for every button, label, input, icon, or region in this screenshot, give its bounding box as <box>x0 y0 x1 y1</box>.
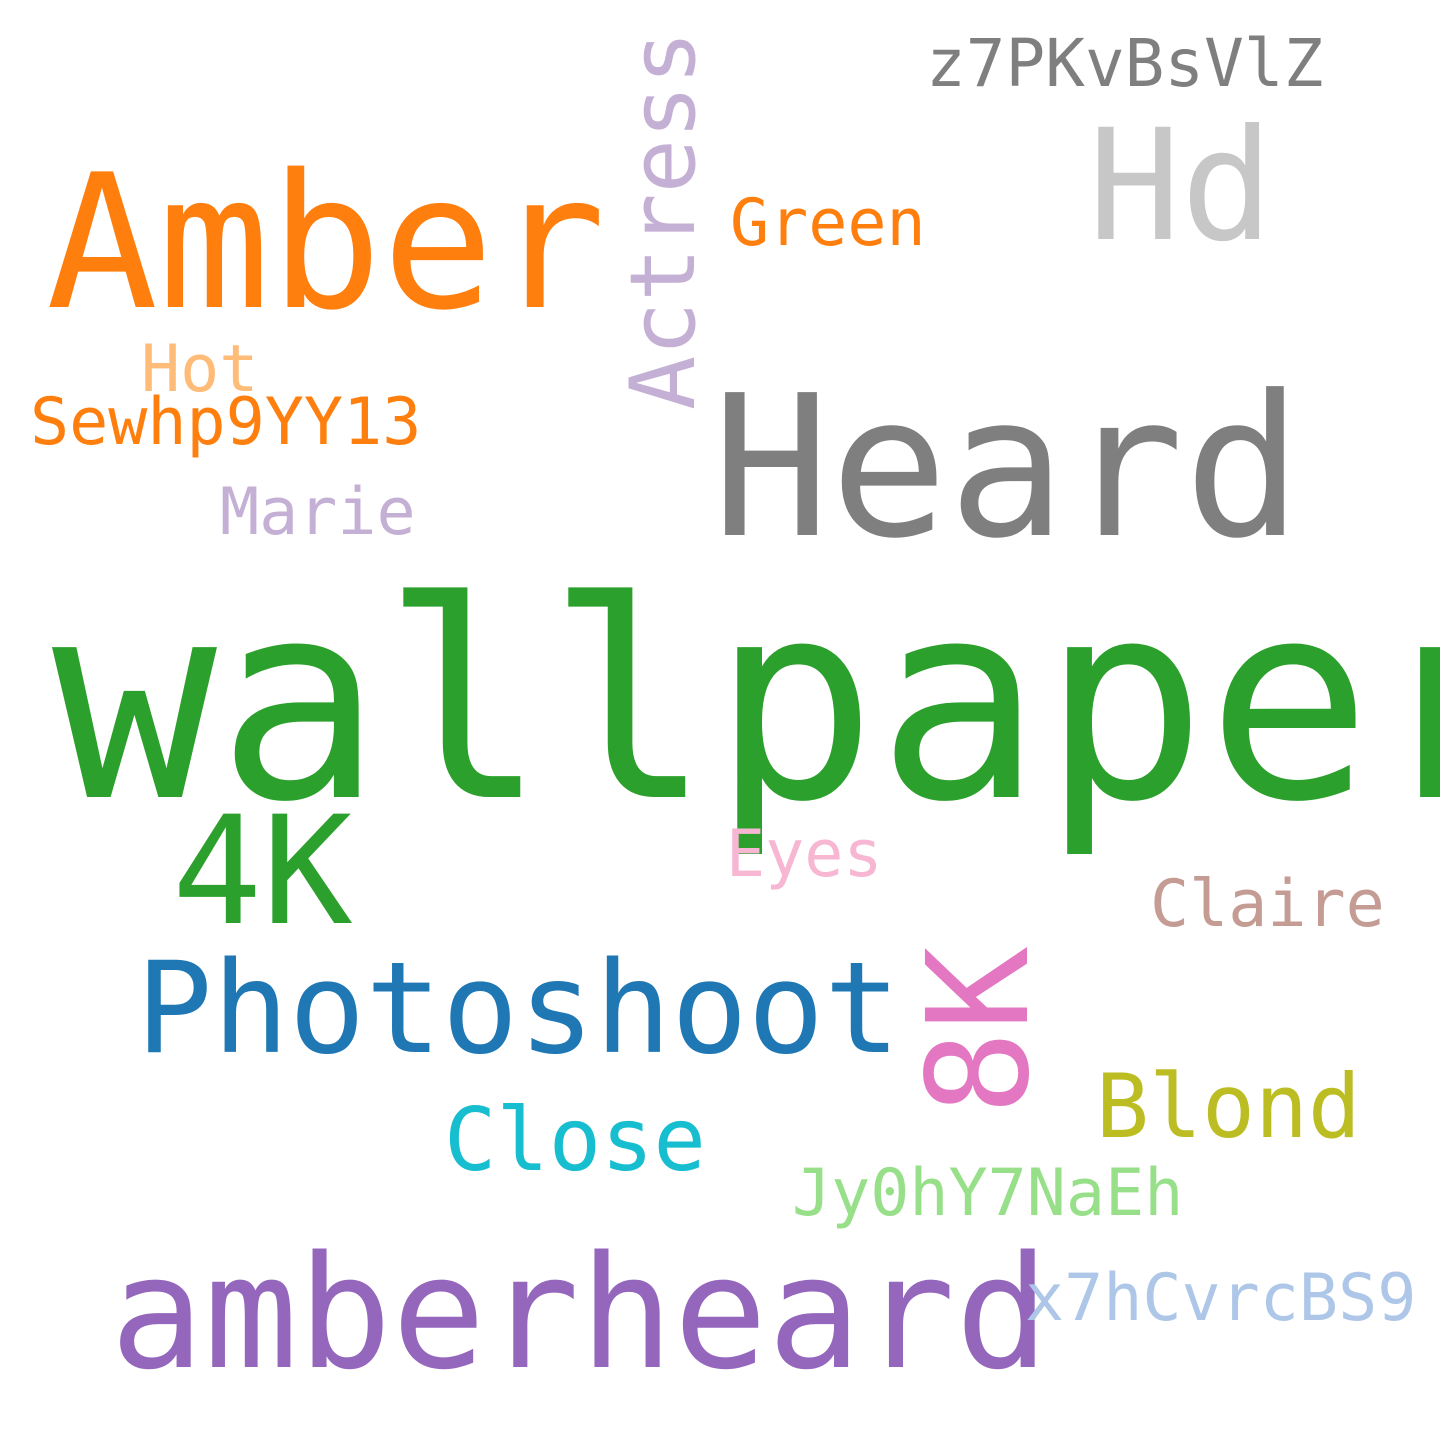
word-marie: Marie <box>220 475 416 550</box>
word-wallpaper: wallpaper <box>52 543 1440 862</box>
word-actress: Actress <box>611 30 716 410</box>
word-4k: 4K <box>172 785 353 959</box>
word-sewhp9yy13: Sewhp9YY13 <box>30 385 422 460</box>
word-hd: Hd <box>1088 97 1274 276</box>
word-amber: Amber <box>46 134 606 351</box>
word-heard: Heard <box>712 354 1303 582</box>
word-photoshoot: Photoshoot <box>136 934 901 1082</box>
word-amberheard: amberheard <box>110 1222 1050 1404</box>
word-claire: Claire <box>1150 867 1385 942</box>
word-hot: Hot <box>141 332 259 407</box>
word-close: Close <box>444 1089 706 1191</box>
word-z7pkvbsvlz: z7PKvBsVlZ <box>926 25 1324 102</box>
word-x7hcvrcbs9: x7hCvrcBS9 <box>1025 1261 1417 1336</box>
word-eyes: Eyes <box>726 817 883 892</box>
word-blond: Blond <box>1096 1055 1361 1158</box>
word-jy0hy7naeh: Jy0hY7NaEh <box>792 1156 1184 1231</box>
word-8k: 8K <box>898 946 1061 1115</box>
word-green: Green <box>730 186 926 261</box>
